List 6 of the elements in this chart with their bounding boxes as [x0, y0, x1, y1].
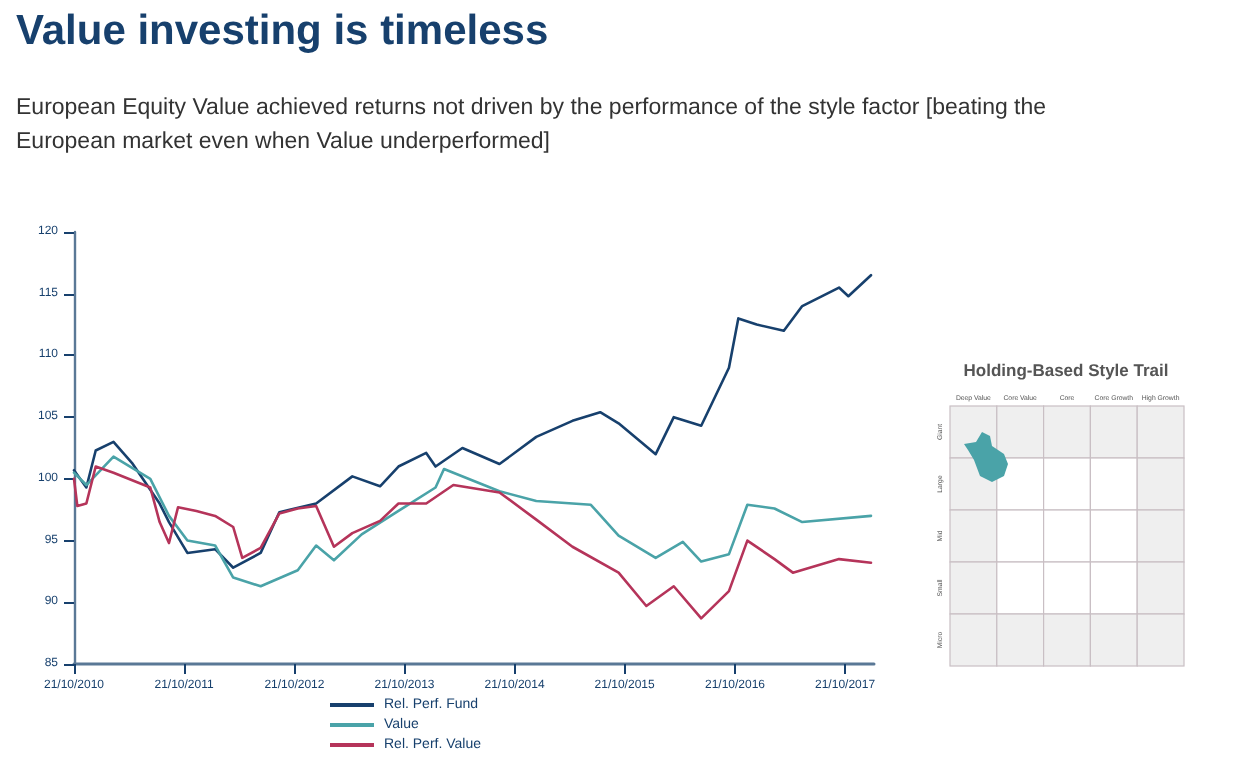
- line-series: [72, 465, 873, 620]
- chart-subtitle: European Equity Value achieved returns not driven by the performance of the style factor [beating the European market even when Value underperformed]: [16, 94, 1049, 158]
- text: Holding-Based Style Trail: [963, 360, 1169, 380]
- line-series: [72, 273, 873, 570]
- line-series: [72, 455, 873, 588]
- chart-title: Value investing is timeless: [16, 8, 549, 56]
